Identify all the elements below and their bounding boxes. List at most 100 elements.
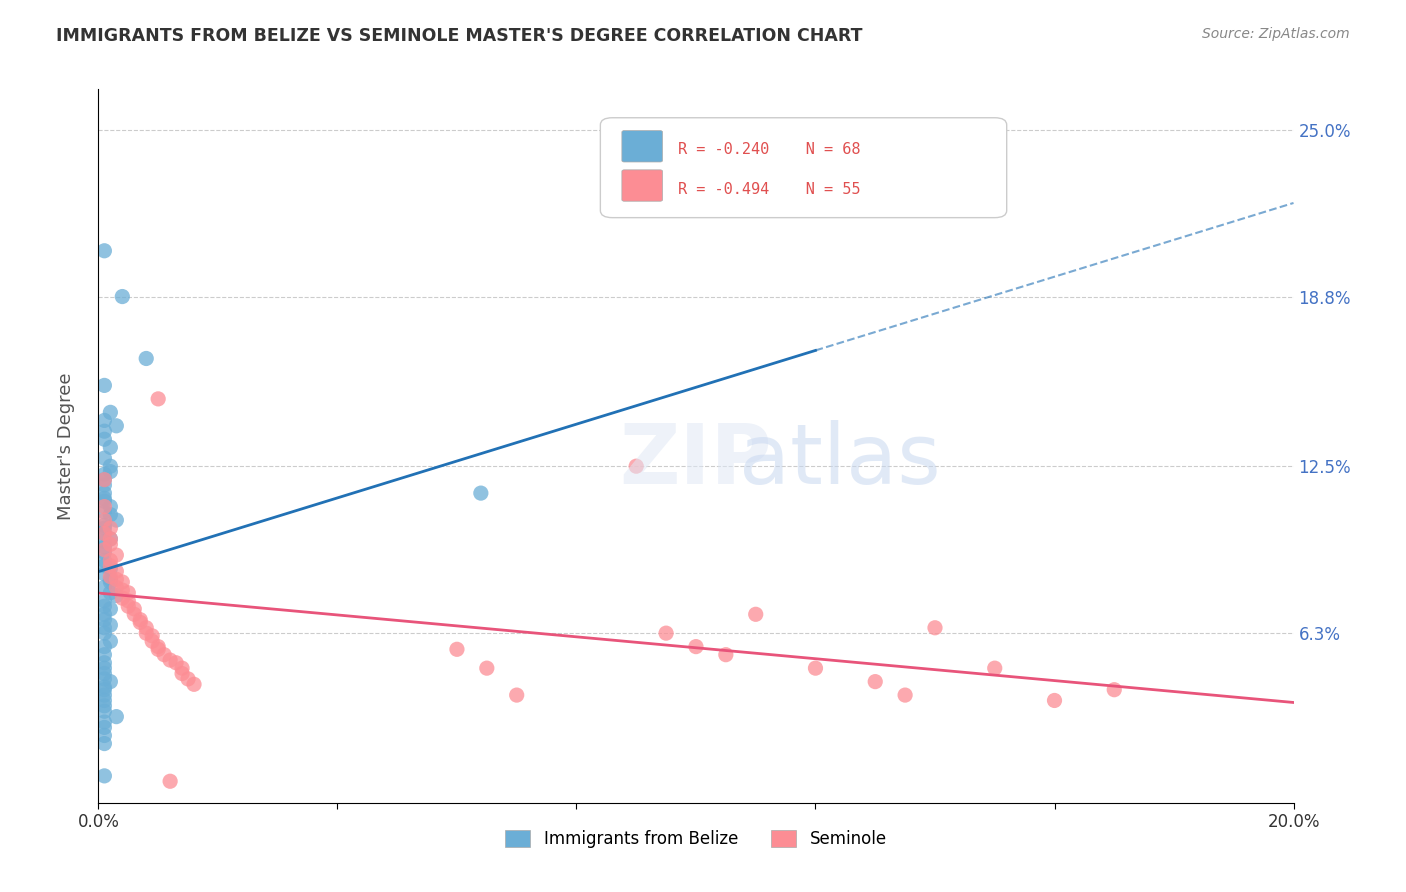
Seminole <box>129 613 152 627</box>
Seminole <box>475 661 498 675</box>
Seminole <box>93 526 115 541</box>
Text: R = -0.494    N = 55: R = -0.494 N = 55 <box>678 182 860 196</box>
Immigrants from Belize <box>93 486 115 500</box>
Seminole <box>177 672 200 686</box>
Seminole <box>924 621 946 635</box>
Immigrants from Belize <box>105 589 128 603</box>
Seminole <box>148 392 170 406</box>
Text: Source: ZipAtlas.com: Source: ZipAtlas.com <box>1202 27 1350 41</box>
Seminole <box>159 774 181 789</box>
Immigrants from Belize <box>93 656 115 670</box>
Text: ZIP: ZIP <box>620 420 772 500</box>
Seminole <box>172 666 194 681</box>
Immigrants from Belize <box>105 513 128 527</box>
Immigrants from Belize <box>98 572 122 586</box>
Immigrants from Belize <box>93 566 115 581</box>
Immigrants from Belize <box>93 704 115 718</box>
Immigrants from Belize <box>93 451 115 466</box>
Seminole <box>98 558 122 573</box>
Seminole <box>105 564 128 578</box>
Immigrants from Belize <box>98 508 122 522</box>
Seminole <box>159 653 181 667</box>
Immigrants from Belize <box>93 378 115 392</box>
Immigrants from Belize <box>93 518 115 533</box>
Immigrants from Belize <box>98 441 122 455</box>
Seminole <box>183 677 205 691</box>
Immigrants from Belize <box>98 618 122 632</box>
Immigrants from Belize <box>93 526 115 541</box>
Seminole <box>93 542 115 557</box>
Immigrants from Belize <box>111 289 134 303</box>
Immigrants from Belize <box>93 613 115 627</box>
Seminole <box>506 688 529 702</box>
Seminole <box>98 521 122 535</box>
Immigrants from Belize <box>93 661 115 675</box>
Immigrants from Belize <box>98 574 122 589</box>
Immigrants from Belize <box>105 709 128 723</box>
Seminole <box>894 688 917 702</box>
Immigrants from Belize <box>93 680 115 694</box>
FancyBboxPatch shape <box>621 130 662 162</box>
Seminole <box>117 594 139 608</box>
Seminole <box>105 580 128 594</box>
Immigrants from Belize <box>98 532 122 546</box>
Immigrants from Belize <box>93 413 115 427</box>
Seminole <box>165 656 187 670</box>
Text: IMMIGRANTS FROM BELIZE VS SEMINOLE MASTER'S DEGREE CORRELATION CHART: IMMIGRANTS FROM BELIZE VS SEMINOLE MASTE… <box>56 27 863 45</box>
Immigrants from Belize <box>93 666 115 681</box>
Immigrants from Belize <box>93 491 115 506</box>
Immigrants from Belize <box>93 720 115 734</box>
Seminole <box>98 537 122 551</box>
Immigrants from Belize <box>93 607 115 622</box>
Immigrants from Belize <box>135 351 157 366</box>
Immigrants from Belize <box>93 432 115 446</box>
Immigrants from Belize <box>98 602 122 616</box>
Immigrants from Belize <box>93 594 115 608</box>
Immigrants from Belize <box>93 521 115 535</box>
Immigrants from Belize <box>93 558 115 573</box>
Seminole <box>148 642 170 657</box>
Seminole <box>111 583 134 598</box>
Immigrants from Belize <box>93 682 115 697</box>
Immigrants from Belize <box>93 505 115 519</box>
Seminole <box>984 661 1007 675</box>
Seminole <box>111 591 134 606</box>
Seminole <box>135 621 157 635</box>
Y-axis label: Master's Degree: Master's Degree <box>56 372 75 520</box>
Immigrants from Belize <box>105 418 128 433</box>
Immigrants from Belize <box>93 244 115 258</box>
Immigrants from Belize <box>98 561 122 575</box>
Seminole <box>141 634 163 648</box>
Immigrants from Belize <box>93 478 115 492</box>
Immigrants from Belize <box>93 698 115 713</box>
Immigrants from Belize <box>93 473 115 487</box>
Seminole <box>124 607 146 622</box>
Text: atlas: atlas <box>738 420 941 500</box>
Immigrants from Belize <box>93 545 115 559</box>
Immigrants from Belize <box>93 553 115 567</box>
Seminole <box>98 532 122 546</box>
Seminole <box>117 599 139 614</box>
Seminole <box>93 513 115 527</box>
Immigrants from Belize <box>93 714 115 729</box>
FancyBboxPatch shape <box>621 169 662 202</box>
Seminole <box>141 629 163 643</box>
Text: R = -0.240    N = 68: R = -0.240 N = 68 <box>678 143 860 157</box>
Seminole <box>1104 682 1126 697</box>
Immigrants from Belize <box>93 626 115 640</box>
Seminole <box>745 607 768 622</box>
Seminole <box>446 642 468 657</box>
Legend: Immigrants from Belize, Seminole: Immigrants from Belize, Seminole <box>499 823 893 855</box>
Immigrants from Belize <box>98 405 122 419</box>
Immigrants from Belize <box>98 586 122 600</box>
Seminole <box>153 648 176 662</box>
Seminole <box>124 602 146 616</box>
Seminole <box>135 626 157 640</box>
Immigrants from Belize <box>98 459 122 474</box>
Seminole <box>93 473 115 487</box>
Seminole <box>685 640 707 654</box>
Seminole <box>98 569 122 583</box>
Immigrants from Belize <box>93 737 115 751</box>
Immigrants from Belize <box>93 729 115 743</box>
Immigrants from Belize <box>93 540 115 554</box>
